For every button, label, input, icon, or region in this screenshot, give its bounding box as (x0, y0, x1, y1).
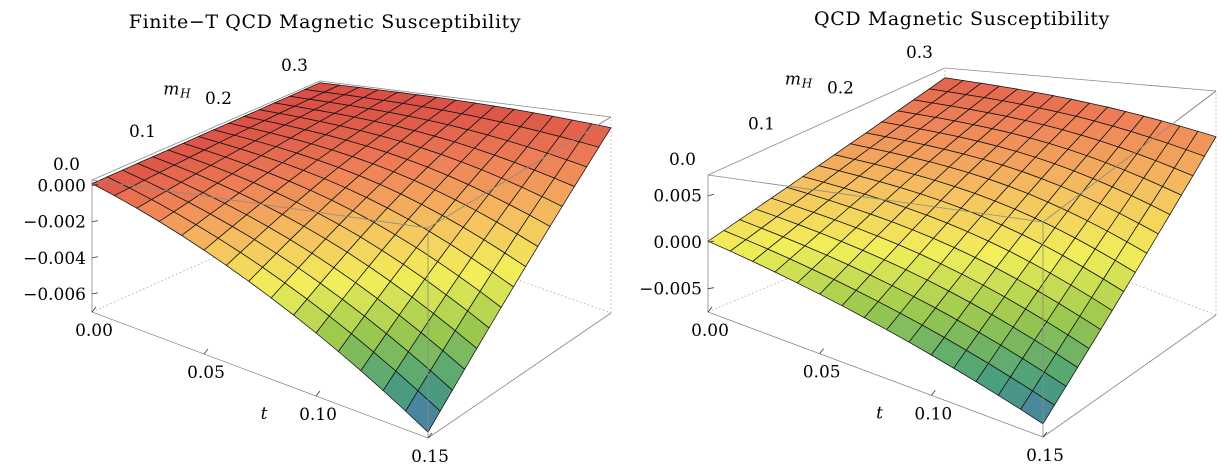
mH-tick-label: 0.1 (129, 122, 156, 142)
mH-tick-label: 0.3 (906, 43, 933, 63)
box-top-edge (707, 67, 946, 176)
z-tick-label: 0.000 (653, 233, 702, 253)
z-tick-mark (91, 292, 99, 295)
t-axis-label: t (876, 404, 883, 424)
box-front-edge (91, 179, 429, 229)
surface-chart-left: Finite−T QCD Magnetic Susceptibility 0.0… (23, 11, 612, 467)
z-tick-label: −0.004 (23, 249, 86, 269)
mH-tick-label: 0.0 (669, 150, 696, 170)
t-tick-mark (315, 390, 321, 397)
t-tick-label: 0.10 (299, 405, 337, 425)
t-tick-mark (91, 306, 97, 313)
mH-axis-label: m (163, 80, 179, 100)
t-tick-mark (931, 390, 936, 396)
mH-tick-label: 0.3 (281, 56, 308, 76)
box-top-edge (319, 80, 612, 118)
t-tick-label: 0.00 (691, 321, 729, 341)
surface-cell (1020, 390, 1056, 425)
mH-tick-label: 0.2 (205, 89, 232, 109)
t-tick-label: 0.15 (411, 447, 449, 467)
mH-tick-label: 0.2 (827, 79, 854, 99)
z-tick-mark (707, 240, 715, 243)
mH-axis-label-sub: H (179, 87, 191, 101)
box-front-edge (1042, 90, 1217, 223)
chart-title-right: QCD Magnetic Susceptibility (814, 8, 1110, 30)
t-tick-label: 0.05 (187, 363, 225, 383)
box-front-edge (1042, 314, 1217, 438)
box-front-edge (427, 116, 612, 229)
box-top-edge (91, 80, 321, 181)
t-tick-mark (819, 348, 824, 354)
chart-title-left: Finite−T QCD Magnetic Susceptibility (129, 11, 521, 33)
mH-tick-label: 0.0 (53, 155, 80, 175)
box-top-edge (944, 67, 1217, 92)
surface-chart-right: QCD Magnetic Susceptibility 0.000.050.10… (639, 8, 1217, 466)
z-tick-mark (91, 220, 99, 222)
t-tick-mark (707, 306, 713, 313)
box-back-edge (319, 209, 612, 314)
z-tick-label: 0.005 (653, 187, 702, 207)
t-tick-mark (1042, 431, 1048, 438)
t-tick-label: 0.05 (803, 363, 841, 383)
mH-axis-label: m (785, 70, 801, 90)
z-tick-mark (707, 194, 715, 196)
z-tick-mark (91, 184, 99, 186)
mH-axis-label-sub: H (801, 77, 813, 91)
z-tick-label: −0.005 (639, 280, 702, 300)
surface-mesh-left (91, 82, 612, 433)
t-tick-label: 0.00 (75, 321, 113, 341)
z-tick-mark (707, 287, 715, 290)
box-front-edge (91, 311, 429, 439)
z-tick-label: −0.002 (23, 213, 86, 233)
surface-mesh-right (707, 77, 1217, 425)
z-tick-label: 0.000 (37, 176, 86, 196)
t-axis-label: t (261, 404, 268, 424)
box-front-edge (707, 174, 1044, 223)
t-tick-label: 0.10 (914, 404, 952, 424)
surface-cell (405, 390, 441, 433)
box-front-edge (707, 311, 1044, 438)
t-tick-label: 0.15 (1026, 446, 1064, 466)
mH-tick-label: 0.1 (748, 114, 775, 134)
z-tick-mark (91, 256, 99, 259)
z-tick-label: −0.006 (23, 285, 86, 305)
box-front-edge (427, 312, 612, 439)
t-tick-mark (203, 348, 209, 355)
t-tick-mark (427, 432, 433, 439)
